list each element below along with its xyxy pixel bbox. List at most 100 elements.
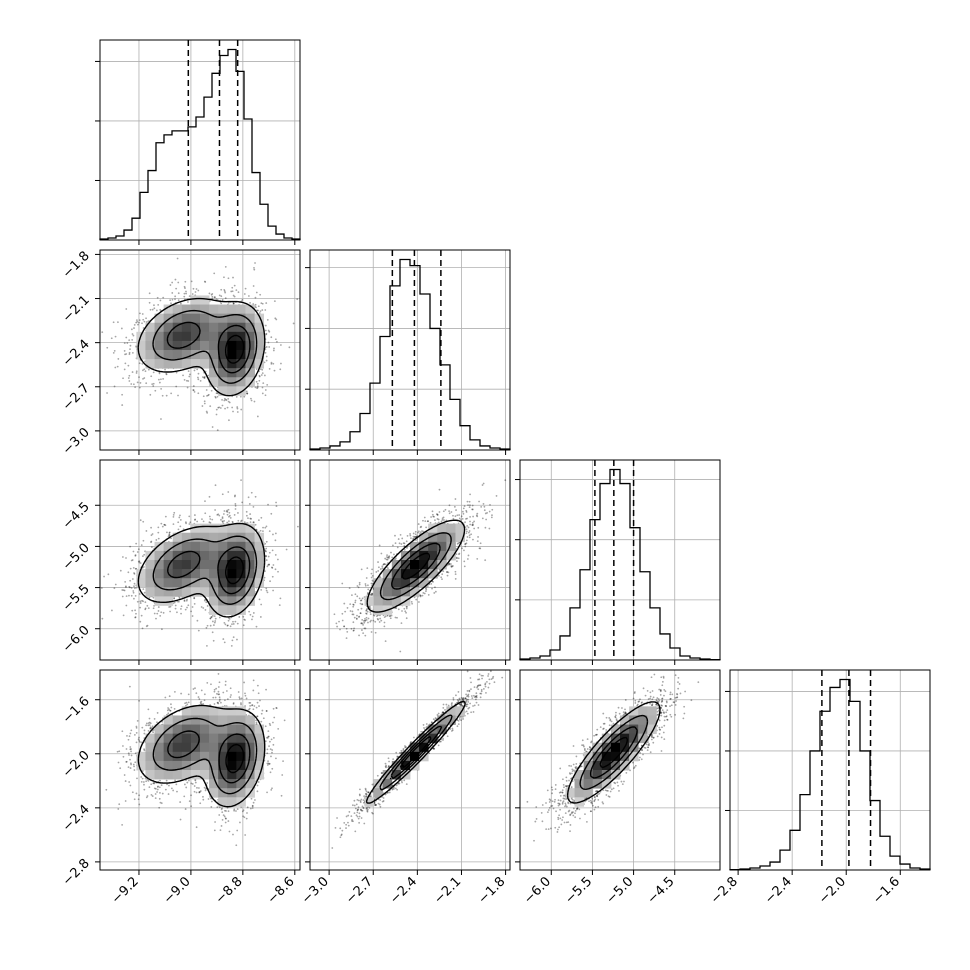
density-cell [209, 532, 219, 543]
scatter-point [468, 534, 471, 537]
scatter-point [488, 510, 491, 513]
scatter-point [232, 702, 235, 705]
axes-frame [309, 459, 511, 661]
density-cell [218, 304, 228, 315]
scatter-point [266, 752, 269, 755]
scatter-point [647, 746, 649, 749]
scatter-point [651, 704, 653, 707]
scatter-point [624, 712, 627, 715]
scatter-point [591, 797, 594, 800]
scatter-point [191, 783, 194, 785]
scatter-point [223, 288, 226, 291]
scatter-point [369, 794, 372, 797]
scatter-point [581, 739, 584, 742]
scatter-point [176, 611, 178, 614]
scatter-point [473, 527, 476, 530]
scatter-point [203, 376, 206, 379]
scatter-point [400, 749, 403, 752]
scatter-point [214, 484, 217, 487]
scatter-point [367, 621, 369, 624]
scatter-point [251, 807, 254, 809]
scatter-point [383, 563, 386, 565]
scatter-point [618, 790, 620, 792]
scatter-point [589, 746, 592, 749]
density-cell [583, 770, 594, 780]
scatter-point [255, 625, 258, 628]
scatter-point [369, 607, 372, 610]
scatter-point [450, 704, 453, 707]
scatter-point [157, 537, 160, 540]
scatter-point [456, 560, 458, 563]
scatter-point [432, 747, 435, 750]
scatter-point [553, 800, 556, 803]
scatter-point [415, 598, 418, 601]
scatter-point [187, 693, 190, 696]
scatter-point [265, 589, 268, 592]
density-cell [446, 706, 456, 716]
scatter-point [457, 557, 460, 560]
scatter-point [480, 688, 483, 691]
scatter-point [467, 554, 470, 557]
density-cell [190, 751, 201, 762]
scatter-point [450, 730, 453, 732]
scatter-point [621, 707, 623, 709]
density-cell [437, 523, 447, 534]
panel-content [526, 673, 700, 842]
scatter-point [249, 701, 252, 704]
scatter-point [123, 774, 126, 776]
scatter-point [138, 740, 141, 743]
scatter-point [633, 767, 635, 770]
scatter-point [164, 368, 166, 371]
scatter-point [697, 681, 700, 684]
scatter-point [614, 714, 617, 717]
density-cell [136, 350, 146, 360]
scatter-point [366, 592, 369, 594]
scatter-point [166, 709, 169, 712]
density-cell [245, 760, 255, 771]
scatter-point [205, 626, 208, 629]
scatter-point [556, 831, 559, 833]
contour-line [566, 701, 661, 804]
density-cell [218, 313, 228, 324]
scatter-point [450, 563, 452, 565]
scatter-point [220, 288, 223, 291]
density-cell [236, 751, 246, 762]
scatter-point [391, 788, 394, 791]
scatter-point [260, 603, 263, 606]
scatter-point [569, 813, 572, 816]
scatter-point [177, 292, 180, 295]
scatter-point [210, 800, 213, 803]
scatter-point [202, 607, 205, 609]
scatter-point [460, 703, 463, 706]
scatter-point [659, 728, 662, 731]
scatter-point [160, 418, 162, 420]
scatter-point [264, 570, 266, 573]
scatter-point [365, 619, 368, 621]
density-cell [218, 560, 228, 570]
scatter-point [236, 622, 239, 625]
scatter-point [257, 692, 260, 695]
density-cell [200, 340, 210, 351]
scatter-point [433, 747, 435, 750]
scatter-point [483, 505, 486, 508]
scatter-point [670, 715, 673, 718]
scatter-point [477, 688, 480, 691]
scatter-point [430, 516, 432, 518]
scatter-point [343, 602, 346, 605]
scatter-point [366, 567, 369, 570]
density-cell [428, 523, 438, 534]
scatter-point [125, 308, 128, 310]
density-cell [254, 331, 265, 342]
scatter-point [359, 612, 362, 615]
scatter-point [364, 793, 367, 795]
scatter-point [174, 278, 177, 281]
scatter-point [481, 677, 483, 680]
scatter-point [632, 697, 635, 700]
scatter-point [672, 701, 675, 704]
density-cell [163, 313, 174, 324]
scatter-point [261, 709, 264, 712]
scatter-point [638, 747, 641, 750]
scatter-point [143, 788, 146, 791]
scatter-point [152, 596, 155, 599]
scatter-point [224, 817, 227, 820]
